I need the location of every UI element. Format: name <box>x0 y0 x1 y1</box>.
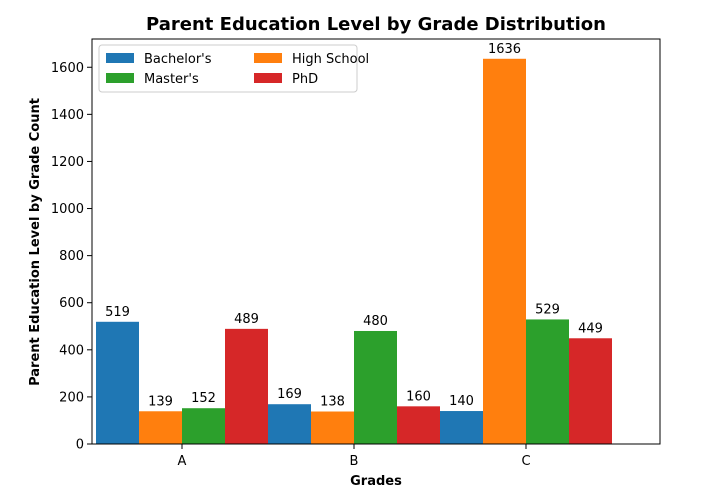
data-label: 160 <box>406 389 431 404</box>
y-tick-label: 800 <box>59 249 84 264</box>
legend-box <box>98 44 358 93</box>
bar <box>397 406 440 444</box>
bar <box>354 330 397 444</box>
data-label: 152 <box>191 391 216 406</box>
legend-swatch <box>254 53 282 63</box>
legend-label: Master's <box>144 72 199 87</box>
bar <box>483 58 526 445</box>
legend-swatch <box>254 73 282 83</box>
bar <box>139 411 182 444</box>
legend-swatch <box>106 73 134 83</box>
x-tick-label: A <box>178 454 187 469</box>
legend-label: PhD <box>292 72 318 87</box>
data-label: 138 <box>320 395 345 410</box>
legend-label: High School <box>292 52 369 67</box>
y-axis-label: Parent Education Level by Grade Count <box>28 98 43 386</box>
data-label: 140 <box>449 394 474 409</box>
data-label: 489 <box>234 312 259 327</box>
bar <box>96 321 139 444</box>
bar <box>182 408 225 444</box>
legend: Bachelor's High School Master's PhD <box>98 44 369 93</box>
bar <box>569 338 612 444</box>
y-tick-label: 200 <box>59 390 84 405</box>
y-tick-label: 400 <box>59 343 84 358</box>
chart-title: Parent Education Level by Grade Distribu… <box>146 14 606 35</box>
plot-area: 519 169 140 139 138 1636 152 480 529 489 160 449 0 20… <box>51 38 661 469</box>
bar <box>311 411 354 444</box>
y-tick-label: 1400 <box>51 108 84 123</box>
data-label: 449 <box>578 321 603 336</box>
x-tick-label: B <box>350 454 359 469</box>
legend-swatch <box>106 53 134 63</box>
x-tick-label: C <box>521 454 530 469</box>
y-tick-label: 0 <box>76 438 84 453</box>
bar <box>440 411 483 444</box>
bar <box>225 328 268 444</box>
y-tick-label: 1000 <box>51 202 84 217</box>
bar <box>526 319 569 444</box>
plot-frame <box>91 38 661 445</box>
y-tick-label: 600 <box>59 296 84 311</box>
data-label: 480 <box>363 314 388 329</box>
y-tick-label: 1600 <box>51 61 84 76</box>
x-axis-label: Grades <box>350 474 402 487</box>
legend-label: Bachelor's <box>144 52 212 67</box>
y-tick-label: 1200 <box>51 155 84 170</box>
data-label: 519 <box>105 305 130 320</box>
data-label: 139 <box>148 394 173 409</box>
bar <box>268 404 311 444</box>
data-label: 1636 <box>488 42 521 57</box>
data-label: 169 <box>277 387 302 402</box>
data-label: 529 <box>535 302 560 317</box>
